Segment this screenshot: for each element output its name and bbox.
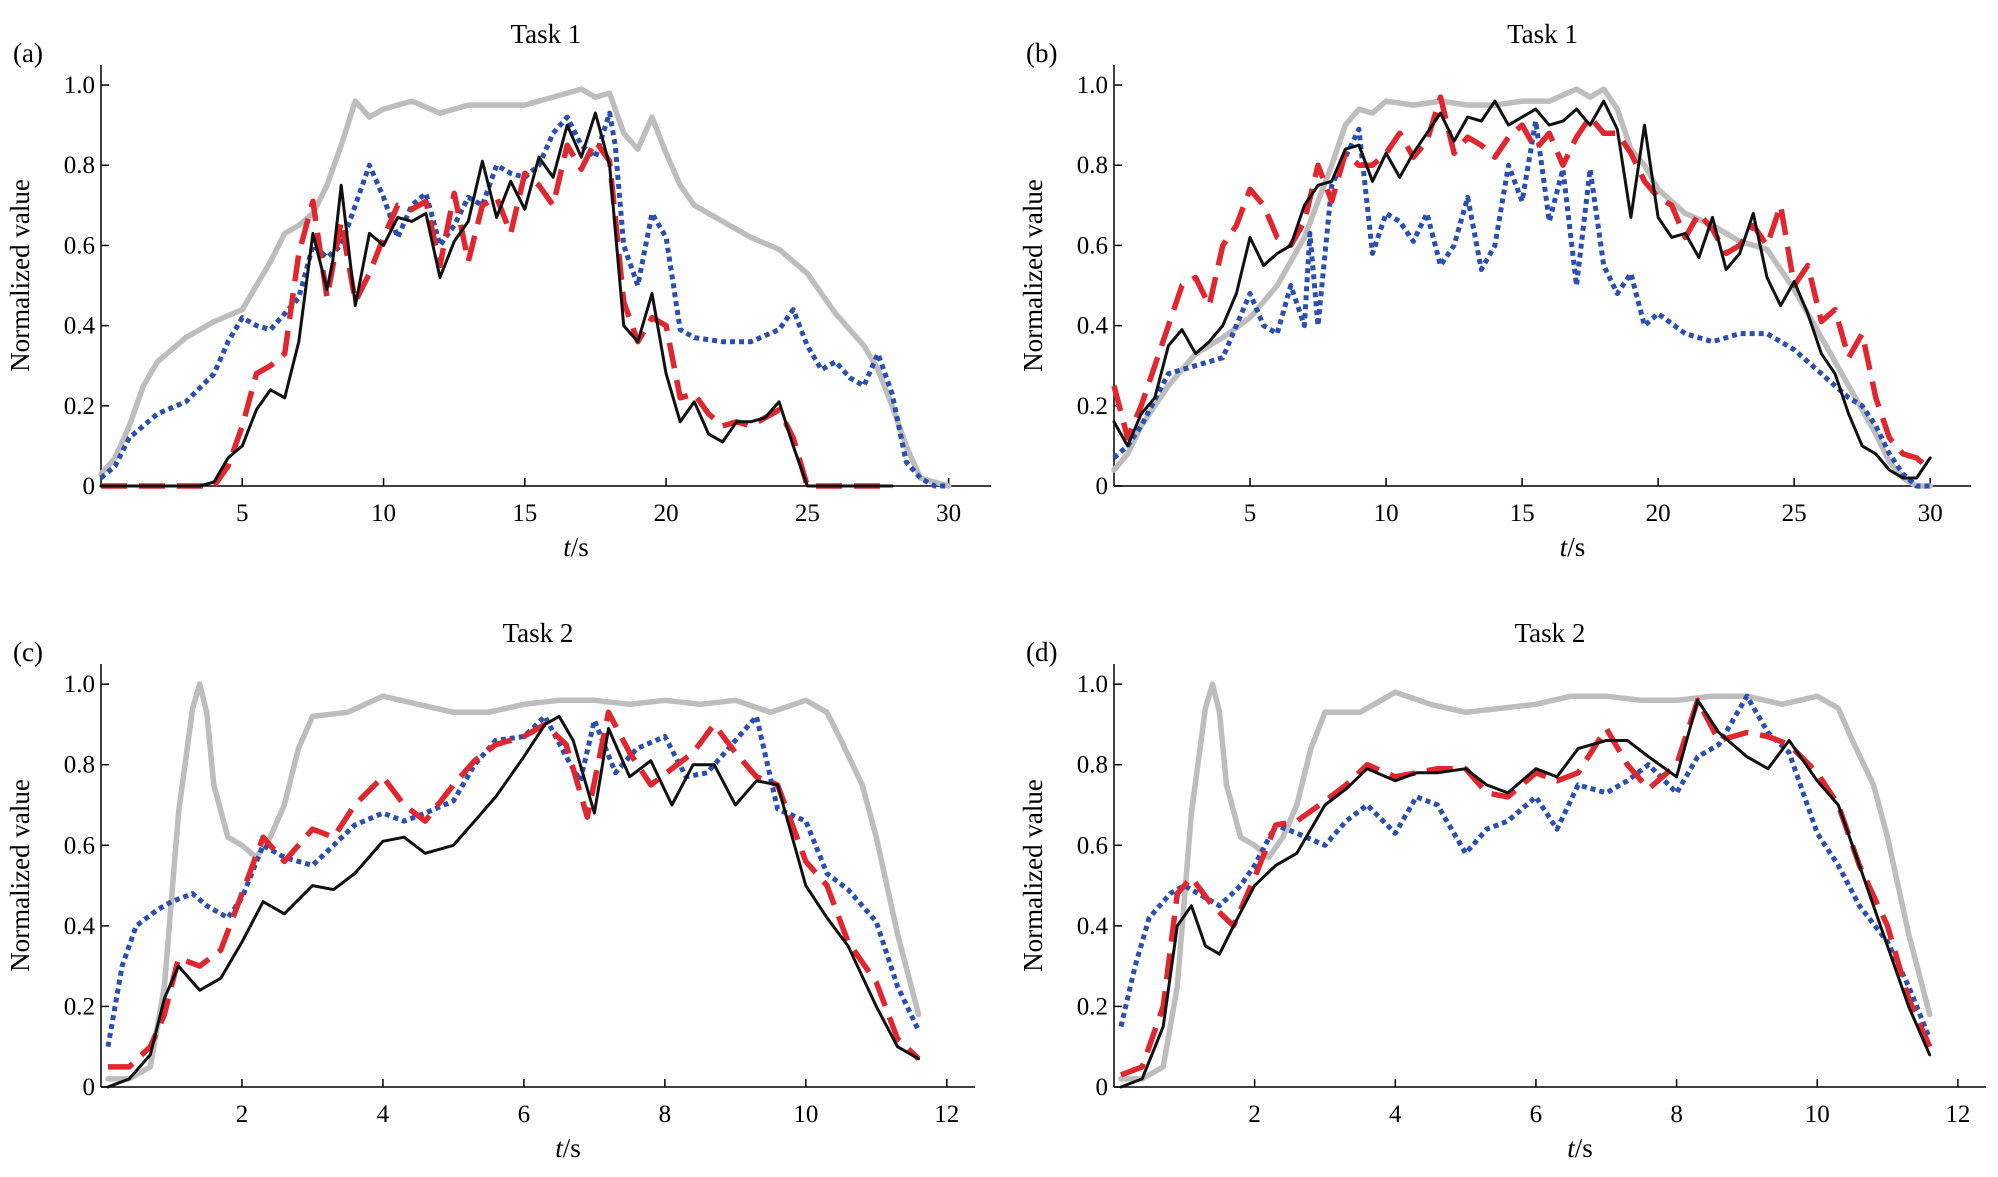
x-tick-label: 12 [1945, 1101, 1970, 1128]
x-tick-label: 20 [654, 500, 679, 527]
panel-tag: (d) [1026, 637, 1057, 667]
x-axis-label: t/s [563, 532, 589, 562]
y-tick-label: 1.0 [64, 671, 95, 698]
panel-a: 0 0.2 0.4 0.6 0.8 1.0 5 10 15 20 25 30 Task 1 (a) t/s N… [5, 19, 991, 562]
y-tick-label: 0 [1096, 473, 1109, 500]
y-tick-label: 0 [83, 473, 96, 500]
series-line-black [99, 111, 894, 488]
series-line-gray [1118, 681, 1933, 1082]
y-tick-label: 0.8 [64, 752, 95, 779]
x-tick-label: 4 [1389, 1101, 1402, 1128]
panel-title: Task 2 [503, 618, 574, 648]
series-line-red [101, 138, 893, 489]
y-tick-label: 0.8 [64, 152, 95, 179]
y-tick-label: 0.6 [1077, 232, 1108, 259]
x-tick-label: 10 [1374, 500, 1399, 527]
y-tick-label: 0.8 [1077, 752, 1108, 779]
x-axis-label: t/s [1567, 1133, 1593, 1163]
x-axis-label: t/s [1560, 532, 1586, 562]
y-tick-label: 1.0 [1077, 671, 1108, 698]
series-line-black [1112, 99, 1932, 480]
y-tick-label: 0.4 [1077, 913, 1109, 940]
panel-tag: (a) [13, 38, 43, 68]
y-axis-label: Normalized value [5, 179, 35, 372]
panel-title: Task 1 [1507, 19, 1578, 49]
x-tick-label: 5 [236, 500, 249, 527]
x-tick-label: 2 [236, 1101, 249, 1128]
y-tick-label: 0 [1096, 1074, 1109, 1101]
y-tick-label: 0.2 [64, 993, 95, 1020]
x-tick-label: 25 [1782, 500, 1807, 527]
series-line-red [1120, 697, 1933, 1078]
y-tick-label: 0.2 [1077, 393, 1108, 420]
y-axis-label: Normalized value [5, 779, 35, 972]
x-tick-label: 4 [377, 1101, 390, 1128]
x-tick-label: 15 [512, 500, 537, 527]
x-tick-label: 30 [1918, 500, 1943, 527]
y-axis-label: Normalized value [1018, 779, 1048, 972]
x-tick-label: 6 [1530, 1101, 1543, 1128]
series-line-gray [98, 86, 952, 489]
x-tick-label: 5 [1244, 500, 1257, 527]
y-tick-label: 0.4 [64, 313, 96, 340]
x-tick-label: 10 [793, 1101, 818, 1128]
y-tick-label: 0 [83, 1074, 96, 1101]
panel-title: Task 2 [1515, 618, 1586, 648]
y-tick-label: 0.2 [1077, 993, 1108, 1020]
x-tick-label: 30 [936, 500, 961, 527]
y-tick-label: 1.0 [64, 72, 95, 99]
series-line-blue [105, 713, 921, 1048]
x-tick-label: 2 [1248, 1101, 1261, 1128]
series-line-blue [1118, 693, 1933, 1040]
x-tick-label: 8 [659, 1101, 672, 1128]
x-tick-label: 6 [518, 1101, 531, 1128]
series-line-red [108, 709, 921, 1070]
x-tick-label: 15 [1510, 500, 1535, 527]
series-line-blue [1112, 118, 1931, 489]
series-line-blue [99, 110, 949, 489]
panel-tag: (c) [13, 637, 43, 667]
panel-b: 0 0.2 0.4 0.6 0.8 1.0 5 10 15 20 25 30 Task 1 (b) t/s N… [1018, 19, 1971, 562]
y-tick-label: 0.6 [1077, 832, 1108, 859]
y-tick-label: 0.6 [64, 832, 95, 859]
series-line-red [1111, 94, 1933, 473]
y-tick-label: 0.2 [64, 393, 95, 420]
x-tick-label: 8 [1670, 1101, 1683, 1128]
x-tick-label: 25 [795, 500, 820, 527]
y-tick-label: 0.4 [1077, 313, 1109, 340]
series-line-gray [105, 681, 922, 1082]
panel-tag: (b) [1026, 38, 1057, 68]
x-axis-label: t/s [555, 1133, 581, 1163]
series-line-black [1119, 698, 1932, 1089]
x-tick-label: 20 [1646, 500, 1671, 527]
y-tick-label: 0.8 [1077, 152, 1108, 179]
x-tick-label: 12 [934, 1101, 959, 1128]
panel-title: Task 1 [511, 19, 582, 49]
panel-d: 0 0.2 0.4 0.6 0.8 1.0 2 4 6 8 10 12 Task 2 (d) t/s Norm… [1018, 618, 1986, 1163]
x-tick-label: 10 [1805, 1101, 1830, 1128]
y-tick-label: 1.0 [1077, 72, 1108, 99]
panel-c: 0 0.2 0.4 0.6 0.8 1.0 2 4 6 8 10 12 Task 2 (c) t/s Norm… [5, 618, 975, 1163]
y-tick-label: 0.4 [64, 913, 96, 940]
y-tick-label: 0.6 [64, 232, 95, 259]
y-axis-label: Normalized value [1018, 179, 1048, 372]
x-tick-label: 10 [371, 500, 396, 527]
series-line-black [106, 714, 921, 1089]
